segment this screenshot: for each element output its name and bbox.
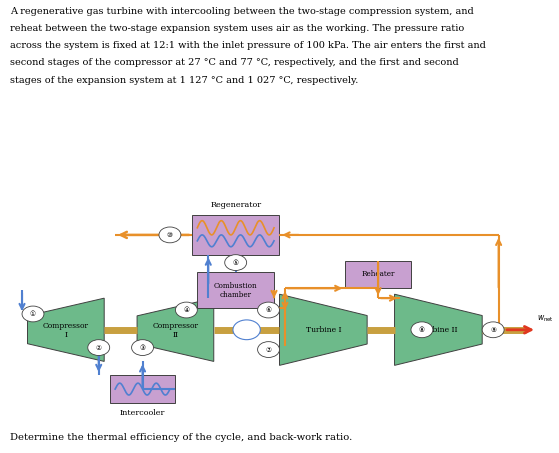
Circle shape [131,340,154,356]
Text: Reheater: Reheater [362,270,395,279]
Text: Regenerator: Regenerator [210,201,261,209]
Text: Compressor: Compressor [153,322,198,330]
Circle shape [258,302,280,318]
FancyBboxPatch shape [192,215,280,255]
Circle shape [88,340,110,356]
Circle shape [176,302,197,318]
Text: Combustion: Combustion [214,282,258,290]
Text: chamber: chamber [220,290,252,299]
Circle shape [233,320,260,340]
Text: ③: ③ [140,345,145,351]
Text: reheat between the two-stage expansion system uses air as the working. The press: reheat between the two-stage expansion s… [10,24,465,33]
Circle shape [258,342,280,357]
Text: across the system is fixed at 12:1 with the inlet pressure of 100 kPa. The air e: across the system is fixed at 12:1 with … [10,41,486,50]
Text: $w_{\mathrm{net}}$: $w_{\mathrm{net}}$ [537,313,554,324]
Text: stages of the expansion system at 1 127 °C and 1 027 °C, respectively.: stages of the expansion system at 1 127 … [10,76,358,85]
Text: ⑨: ⑨ [490,327,496,333]
Text: Turbine II: Turbine II [419,326,458,334]
FancyBboxPatch shape [345,260,411,288]
Text: Intercooler: Intercooler [120,409,165,417]
Text: ②: ② [96,345,102,351]
Text: A regenerative gas turbine with intercooling between the two-stage compression s: A regenerative gas turbine with intercoo… [10,7,474,16]
Text: second stages of the compressor at 27 °C and 77 °C, respectively, and the first : second stages of the compressor at 27 °C… [10,58,459,67]
Polygon shape [280,294,367,366]
Circle shape [411,322,433,337]
Polygon shape [137,298,214,361]
Text: ⑩: ⑩ [167,232,173,238]
Text: Compressor: Compressor [43,322,89,330]
Text: Turbine I: Turbine I [306,326,341,334]
Text: ①: ① [30,311,36,317]
Text: II: II [172,331,178,338]
FancyBboxPatch shape [197,272,274,308]
Text: ⑧: ⑧ [419,327,425,333]
Polygon shape [395,294,482,366]
Text: ⑥: ⑥ [266,307,272,313]
Circle shape [482,322,504,337]
Polygon shape [27,298,104,361]
FancyBboxPatch shape [110,375,176,403]
Text: Determine the thermal efficiency of the cycle, and back-work ratio.: Determine the thermal efficiency of the … [10,433,352,442]
Circle shape [22,306,44,322]
Circle shape [159,227,181,243]
Circle shape [225,255,247,270]
Text: I: I [64,331,67,338]
Text: ⑤: ⑤ [233,260,239,265]
Text: ⑦: ⑦ [266,347,272,352]
Text: ④: ④ [183,307,190,313]
